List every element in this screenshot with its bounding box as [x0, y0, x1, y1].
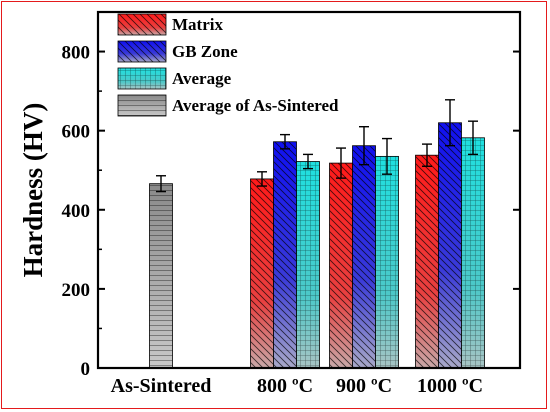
y-tick-label: 0 — [81, 359, 91, 380]
bar-matrix-hatch — [329, 162, 353, 369]
y-tick-label: 400 — [62, 201, 91, 222]
bar-average-hatch — [461, 137, 485, 369]
y-axis-tick-labels: 0 200 400 600 800 — [62, 43, 91, 380]
bars-layer — [149, 122, 485, 369]
bar-average-hatch — [375, 155, 399, 369]
bar-matrix-hatch — [250, 178, 274, 369]
y-axis-title: Hardness (HV) — [18, 103, 48, 278]
category-label: 800 ºC — [257, 375, 313, 397]
legend-label: Matrix — [172, 15, 223, 34]
legend-swatch-average-of-as-sintered-hatch — [117, 94, 167, 117]
plot-frame — [96, 10, 522, 370]
category-label: 1000 ºC — [417, 375, 483, 397]
legend-swatch-average-hatch — [117, 67, 167, 90]
legend-swatch-matrix-hatch — [117, 13, 167, 36]
legend-label: GB Zone — [172, 42, 238, 61]
legend: Matrix GB Zone Average Average of As-Sinter… — [117, 13, 339, 117]
legend-swatch-gb-zone-hatch — [117, 40, 167, 63]
legend-label: Average of As-Sintered — [172, 96, 339, 115]
axes-layer — [96, 10, 522, 370]
bar-average-of-as-sintered-hatch — [149, 183, 173, 369]
bar-gb-zone-hatch — [438, 122, 462, 369]
bar-gb-zone-hatch — [273, 141, 297, 369]
bar-average-hatch — [296, 161, 320, 369]
y-tick-label: 200 — [62, 280, 91, 301]
category-labels: As-Sintered 800 ºC 900 ºC 1000 ºC — [111, 375, 483, 397]
legend-label: Average — [172, 69, 232, 88]
category-label: As-Sintered — [111, 375, 212, 397]
y-tick-label: 600 — [62, 122, 91, 143]
y-tick-label: 800 — [62, 43, 91, 64]
bar-matrix-hatch — [415, 154, 439, 369]
bar-gb-zone-hatch — [352, 145, 376, 369]
error-bars-layer — [156, 99, 478, 193]
category-label: 900 ºC — [336, 375, 392, 397]
